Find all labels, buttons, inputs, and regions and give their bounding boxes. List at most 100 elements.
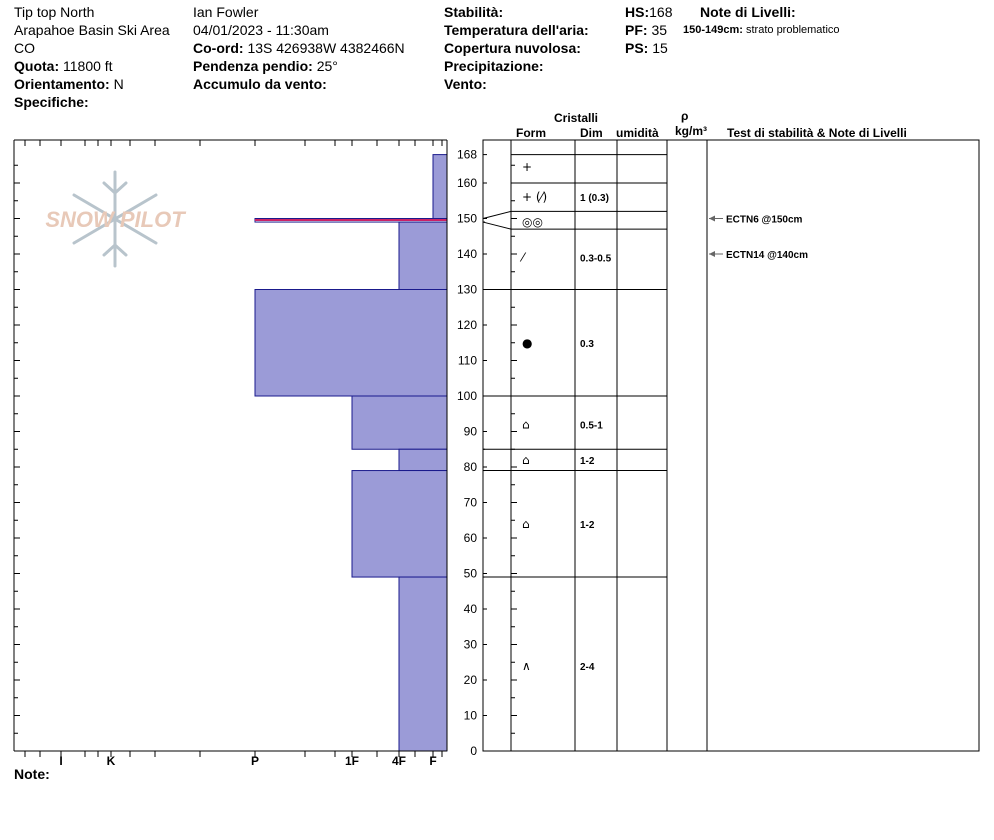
depth-tick-label: 50: [464, 567, 478, 581]
aspect-row: Orientamento: N: [14, 76, 124, 92]
hardness-scale-label: P: [251, 754, 259, 768]
layer-connector: [482, 210, 512, 219]
grain-form-symbol: +: [522, 160, 532, 174]
size-header: Dim: [580, 126, 603, 140]
notes-label: Note:: [14, 766, 50, 782]
layer-connector: [482, 221, 512, 230]
hardness-bar: [432, 154, 448, 220]
depth-tick-label: 100: [457, 389, 477, 403]
ps-row: PS: 15: [625, 40, 668, 56]
slope-label: Pendenza pendio:: [193, 58, 313, 74]
specifics-label: Specifiche:: [14, 94, 89, 110]
depth-tick-label: 120: [457, 318, 477, 332]
hardness-bar: [351, 470, 448, 578]
aspect-label: Orientamento:: [14, 76, 110, 92]
elevation-value: 11800 ft: [63, 58, 113, 74]
depth-tick-label: 40: [464, 602, 478, 616]
cloud-cover-label: Copertura nuvolosa:: [444, 40, 581, 56]
coord-row: Co-ord: 13S 426938W 4382466N: [193, 40, 405, 56]
pf-row: PF: 35: [625, 22, 667, 38]
grain-table: 0 10 20 30 40 50 60 70 80 90 100 110 120 130 140 150 160…: [457, 139, 980, 758]
hardness-bar: [351, 395, 448, 450]
grain-size-label: 1-2: [580, 520, 595, 531]
grain-form-symbol: ⌂: [522, 417, 530, 431]
layer-notes-label: Note di Livelli:: [700, 4, 796, 20]
stability-test-label: ECTN6 @150cm: [726, 215, 803, 226]
observer-name: Ian Fowler: [193, 4, 259, 20]
depth-tick-label: 70: [464, 496, 478, 510]
stability-label: Stabilità:: [444, 4, 504, 20]
aspect-value: N: [113, 76, 124, 92]
hardness-bar: [398, 448, 448, 472]
grain-size-label: 2-4: [580, 662, 595, 673]
snowflake-icon: [72, 170, 158, 268]
density-unit-header: kg/m³: [675, 124, 708, 138]
wind-label: Vento:: [444, 76, 487, 92]
precip-label: Precipitazione:: [444, 58, 544, 74]
grain-size-label: 1-2: [580, 456, 595, 467]
layer-note-row: 150-149cm: strato problematico: [683, 23, 840, 37]
depth-tick-label: 150: [457, 212, 477, 226]
hardness-scale-label: F: [429, 754, 436, 768]
slope-row: Pendenza pendio: 25°: [193, 58, 338, 74]
hardness-frame: I K P 1F 4F F: [13, 139, 448, 768]
depth-tick-label: 90: [464, 425, 478, 439]
depth-tick-label: 160: [457, 176, 477, 190]
depth-tick-label: 30: [464, 638, 478, 652]
hs-row: HS:168: [625, 4, 672, 20]
depth-tick-label: 140: [457, 247, 477, 261]
hardness-bar: [254, 289, 448, 397]
stability-tests: ECTN6 @150cm ECTN14 @140cm: [709, 215, 808, 261]
coord-label: Co-ord:: [193, 40, 244, 56]
depth-tick-label: 110: [458, 354, 477, 368]
ps-label: PS:: [625, 40, 649, 56]
grain-size-label: 0.3-0.5: [580, 254, 612, 265]
stability-test-label: ECTN14 @140cm: [726, 250, 808, 261]
hs-value: 168: [649, 4, 673, 20]
hardness-bar: [398, 576, 448, 752]
grain-table-frame: [482, 139, 980, 752]
layer-note-range: 150-149cm:: [683, 24, 743, 36]
elevation-row: Quota: 11800 ft: [14, 58, 113, 74]
depth-tick-label: 60: [464, 531, 478, 545]
wind-loading-label: Accumulo da vento:: [193, 76, 327, 92]
pf-label: PF:: [625, 22, 648, 38]
state-name: CO: [14, 40, 35, 56]
depth-tick-label: 10: [464, 709, 478, 723]
test-arrow-icon: [709, 251, 715, 257]
hardness-bar: [398, 221, 448, 290]
grain-size-label: 0.3: [580, 339, 594, 350]
ps-value: 15: [652, 40, 668, 56]
moisture-header: umidità: [616, 126, 659, 140]
grain-size-label: 1 (0.3): [580, 193, 609, 204]
location-name: Tip top North: [14, 4, 95, 20]
hardness-scale-label: 4F: [392, 754, 406, 768]
depth-tick-label: 168: [457, 148, 477, 162]
depth-tick-label: 20: [464, 673, 478, 687]
snowpilot-watermark: SNOW PILOT: [45, 170, 186, 268]
hardness-scale-label: I: [59, 754, 62, 768]
observation-datetime: 04/01/2023 - 11:30am: [193, 22, 329, 38]
hs-label: HS:: [625, 4, 650, 20]
pf-value: 35: [651, 22, 668, 38]
depth-tick-label: 0: [470, 744, 477, 758]
form-header: Form: [516, 126, 546, 140]
grain-form-symbol: ⌂: [522, 453, 530, 467]
hardness-layers: [254, 154, 448, 752]
grain-form-symbol: ∧: [522, 659, 531, 673]
grain-form-symbol: ⌂: [522, 517, 530, 531]
slope-value: 25°: [316, 58, 338, 74]
air-temp-label: Temperatura dell'aria:: [444, 22, 589, 38]
tests-header: Test di stabilità & Note di Livelli: [727, 126, 907, 140]
grain-form-symbol: ◎◎: [522, 215, 543, 229]
test-arrow-icon: [709, 215, 715, 222]
coord-value: 13S 426938W 4382466N: [247, 40, 405, 56]
rho-header: ρ: [681, 109, 689, 123]
elevation-label: Quota:: [14, 58, 60, 74]
depth-tick-label: 130: [457, 283, 477, 297]
grain-form-symbol: ●: [522, 336, 532, 350]
watermark-text: SNOW PILOT: [45, 207, 186, 232]
area-name: Arapahoe Basin Ski Area: [14, 22, 170, 38]
layer-note-text: strato problematico: [746, 24, 840, 36]
